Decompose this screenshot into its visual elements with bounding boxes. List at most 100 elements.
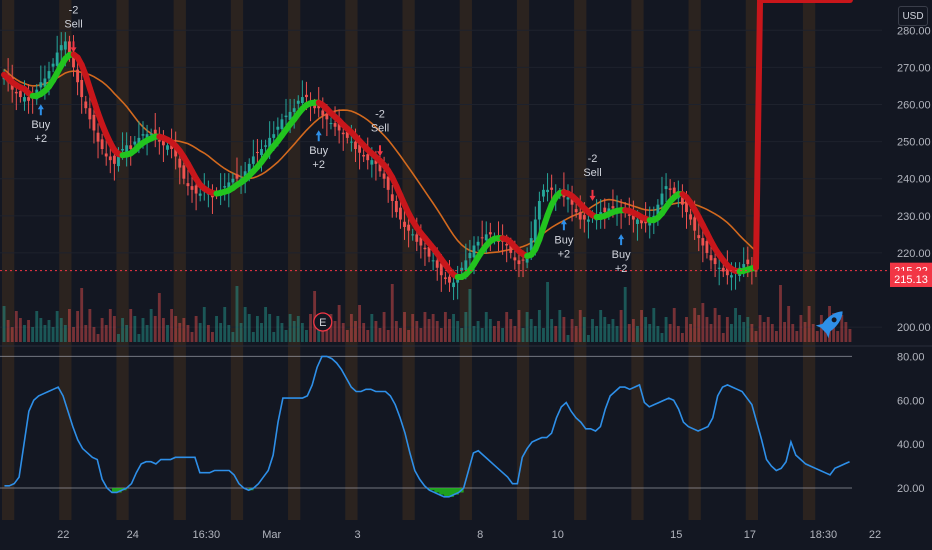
candle-body — [636, 219, 639, 224]
rsi-tick-label: 60.00 — [897, 395, 925, 407]
candle-body — [354, 141, 357, 150]
volume-bar — [333, 321, 337, 342]
candle-body — [411, 234, 415, 236]
volume-bar — [202, 307, 206, 342]
volume-bar — [84, 325, 88, 342]
session-bands — [2, 0, 816, 520]
candle-body — [517, 260, 521, 265]
volume-bar — [219, 323, 223, 342]
volume-bar — [840, 315, 844, 342]
volume-bar — [411, 314, 415, 342]
volume-bar — [386, 330, 390, 342]
price-tick-label: 250.00 — [897, 137, 931, 149]
currency-button[interactable]: USD — [898, 6, 928, 26]
volume-bar — [676, 326, 680, 342]
volume-bar — [382, 312, 386, 342]
candle-body — [92, 114, 96, 131]
time-tick-label: 24 — [127, 529, 139, 541]
time-tick-label: 18:30 — [810, 529, 838, 541]
candle-body — [550, 187, 554, 190]
volume-bar — [35, 311, 39, 342]
volume-bar — [668, 324, 672, 342]
candle-body — [542, 189, 545, 197]
volume-bar — [337, 305, 341, 342]
volume-bar — [390, 284, 394, 342]
volume-bar — [300, 323, 304, 342]
volume-bar — [730, 324, 733, 342]
volume-bar — [6, 320, 10, 342]
volume-bar — [746, 317, 750, 342]
volume-bar — [288, 314, 292, 342]
candle-body — [300, 97, 304, 104]
candle-body — [145, 134, 149, 139]
volume-bar — [758, 315, 762, 342]
volume-bar — [693, 308, 697, 342]
volume-bar — [206, 325, 210, 342]
time-tick-label: 22 — [57, 529, 69, 541]
volume-bar — [63, 325, 67, 342]
candle-body — [697, 235, 701, 239]
rsi-tick-label: 40.00 — [897, 439, 925, 451]
volume-bar — [227, 325, 231, 342]
volume-bar — [92, 327, 96, 342]
volume-bar — [713, 308, 717, 342]
session-band — [631, 0, 644, 520]
candle-body — [521, 259, 525, 261]
volume-bar — [709, 324, 713, 342]
candle-body — [685, 200, 688, 213]
candle-body — [431, 260, 435, 262]
axes: 280.00 270.00 260.00 250.00 240.00 230.00 220.… — [57, 25, 930, 541]
earnings-marker[interactable] — [313, 312, 333, 332]
candle-body — [276, 126, 280, 130]
volume-bar — [464, 312, 468, 342]
volume-bar — [260, 323, 263, 342]
candle-body — [652, 215, 656, 218]
candle-body — [423, 247, 427, 250]
volume-bar — [354, 321, 357, 342]
buy-signal-label: Buy — [612, 249, 631, 261]
candle-body — [84, 101, 88, 109]
sell-signal-label: Sell — [371, 122, 389, 134]
slow-ma-line — [3, 68, 757, 254]
candle-body — [713, 258, 717, 265]
volume-bar — [435, 321, 439, 342]
candle-body — [362, 154, 366, 157]
buy-sell-signals: Buy+2Buy+2Buy+2Buy+2-2Sell-2Sell-2Sell-2… — [31, 0, 773, 275]
volume-bar — [533, 326, 537, 342]
session-band — [288, 0, 301, 520]
candle-body — [349, 141, 353, 143]
candle-body — [399, 207, 402, 220]
volume-bar — [848, 329, 852, 342]
candle-body — [198, 193, 202, 196]
volume-bar — [591, 319, 594, 342]
volume-bar — [697, 315, 701, 342]
candle-body — [63, 41, 67, 50]
volume-bar — [145, 325, 149, 342]
candle-body — [452, 282, 455, 288]
candle-body — [55, 52, 59, 66]
session-band — [345, 0, 358, 520]
sell-signal-label: Sell — [583, 167, 601, 179]
price-tick-label: 270.00 — [897, 62, 931, 74]
volume-bar — [349, 314, 353, 342]
volume-bar — [170, 309, 174, 342]
volume-bar — [309, 314, 312, 342]
volume-bar — [586, 335, 590, 342]
volume-bar — [627, 324, 631, 342]
volume-bar — [198, 323, 202, 342]
volume-bar — [644, 317, 648, 342]
candle-body — [231, 178, 235, 183]
candle-body — [693, 217, 697, 231]
candle-body — [59, 45, 63, 51]
volume-bar — [423, 312, 427, 342]
candle-body — [112, 155, 116, 164]
candle-body — [443, 277, 447, 279]
candle-body — [47, 71, 51, 79]
sell-arrow-icon — [70, 41, 77, 53]
volume-bar — [570, 319, 574, 342]
candle-body — [108, 156, 112, 161]
buy-signal-label: +2 — [35, 133, 48, 145]
volume-bar — [215, 316, 218, 342]
volume-bar — [276, 316, 280, 342]
